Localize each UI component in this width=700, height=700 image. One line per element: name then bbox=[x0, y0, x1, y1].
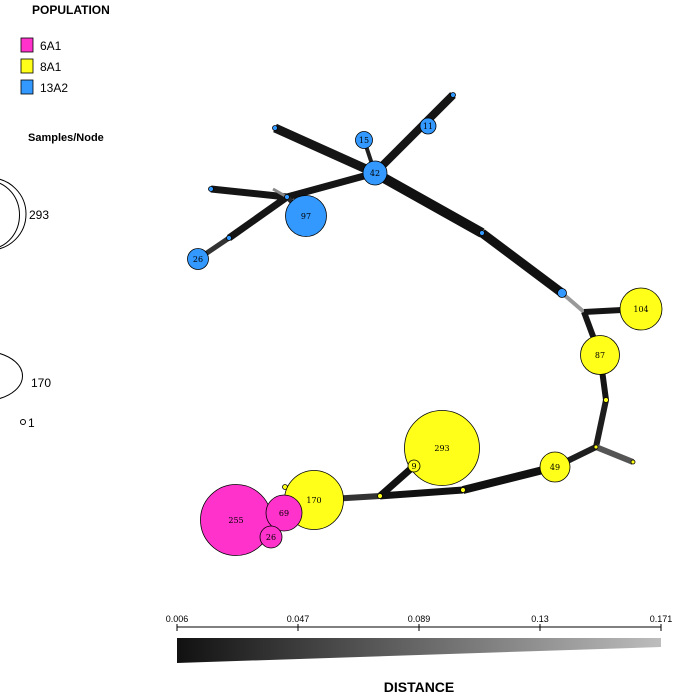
network-node-small bbox=[226, 235, 232, 241]
edge bbox=[286, 169, 376, 201]
network-node-small bbox=[630, 459, 636, 465]
size-legend: 293 170 1 bbox=[0, 178, 51, 430]
network-node-15 bbox=[355, 131, 373, 149]
network-node-small bbox=[603, 397, 609, 403]
network-node-49 bbox=[539, 451, 571, 483]
edge bbox=[462, 463, 556, 494]
node-label-97: 97 bbox=[301, 212, 311, 221]
edge bbox=[226, 194, 290, 241]
network-node-small bbox=[460, 487, 466, 493]
size-circle-1 bbox=[20, 419, 26, 425]
network-node-87 bbox=[580, 335, 620, 375]
edge bbox=[479, 229, 565, 297]
network-node-26-pink bbox=[259, 525, 283, 549]
samples-per-node-title: Samples/Node bbox=[28, 132, 104, 144]
network-node-small bbox=[479, 230, 485, 236]
network-node-labels: 42 15 11 97 26 104 87 49 293 9 170 255 6… bbox=[193, 122, 649, 542]
network-node-small bbox=[208, 186, 214, 192]
edge bbox=[273, 123, 377, 178]
legend-swatch-13a2 bbox=[20, 79, 34, 95]
network-node-small bbox=[450, 92, 456, 98]
scale-tick-label: 0.13 bbox=[531, 614, 549, 624]
size-arc-293 bbox=[0, 178, 27, 250]
scale-tick-label: 0.089 bbox=[408, 614, 431, 624]
node-label-170: 170 bbox=[306, 496, 321, 505]
edge bbox=[372, 168, 485, 238]
scale-tick-label: 0.006 bbox=[166, 614, 189, 624]
network-node-26-blue bbox=[187, 248, 209, 270]
network-node-293 bbox=[404, 410, 480, 486]
legend-label-13a2: 13A2 bbox=[40, 81, 68, 95]
network-node-11 bbox=[419, 117, 437, 135]
size-label-170: 170 bbox=[31, 376, 51, 390]
node-label-104: 104 bbox=[633, 305, 648, 314]
network-node-small bbox=[377, 493, 383, 499]
network-node-small bbox=[284, 194, 290, 200]
legend-label-8a1: 8A1 bbox=[40, 60, 62, 74]
edge bbox=[379, 486, 464, 500]
node-label-26-blue: 26 bbox=[193, 255, 203, 264]
node-label-69: 69 bbox=[279, 509, 289, 518]
network-nodes bbox=[187, 92, 663, 556]
network-node-9 bbox=[407, 459, 421, 473]
node-label-49: 49 bbox=[550, 463, 560, 472]
node-label-255: 255 bbox=[228, 516, 243, 525]
network-node-small bbox=[272, 125, 278, 131]
population-legend: 6A1 8A1 13A2 bbox=[20, 37, 68, 95]
population-legend-title: POPULATION bbox=[32, 3, 110, 17]
scale-tick-label: 0.047 bbox=[287, 614, 310, 624]
distance-scale: 0.006 0.047 0.089 0.13 0.171 DISTANCE bbox=[166, 614, 673, 695]
network-node-69 bbox=[265, 494, 303, 532]
node-label-293: 293 bbox=[434, 444, 449, 453]
size-arc-170 bbox=[0, 353, 23, 399]
legend-label-6a1: 6A1 bbox=[40, 39, 62, 53]
size-label-293: 293 bbox=[29, 208, 49, 222]
edge bbox=[377, 463, 417, 499]
distance-title: DISTANCE bbox=[384, 679, 455, 695]
edge bbox=[372, 92, 456, 176]
network-node-42 bbox=[362, 160, 388, 186]
legend-swatch-8a1 bbox=[20, 58, 34, 74]
network-node-small bbox=[557, 288, 567, 298]
legend-swatch-6a1 bbox=[20, 37, 34, 53]
network-node-small bbox=[593, 444, 599, 450]
size-arc-293-outline bbox=[0, 183, 20, 247]
distance-gradient-wedge bbox=[177, 638, 661, 663]
node-label-15: 15 bbox=[359, 136, 369, 145]
network-node-97 bbox=[285, 195, 327, 237]
edge bbox=[210, 185, 288, 201]
node-label-9: 9 bbox=[411, 462, 416, 471]
scale-tick-label: 0.171 bbox=[650, 614, 673, 624]
node-label-11: 11 bbox=[423, 122, 433, 131]
edge bbox=[593, 399, 609, 448]
node-label-87: 87 bbox=[595, 351, 605, 360]
node-label-26-pink: 26 bbox=[266, 533, 276, 542]
network-node-104 bbox=[619, 287, 663, 331]
size-label-1: 1 bbox=[28, 416, 35, 430]
node-label-42: 42 bbox=[370, 169, 380, 178]
edge bbox=[594, 444, 635, 465]
